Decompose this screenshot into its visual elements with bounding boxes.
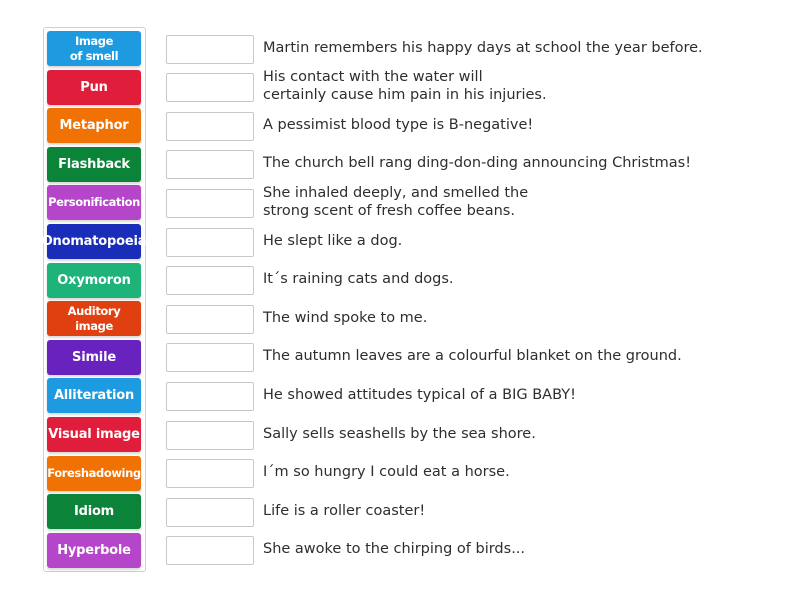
tile-label: Pun xyxy=(80,79,108,95)
drop-box[interactable] xyxy=(166,73,254,103)
tile-label: Alliteration xyxy=(53,388,135,404)
clue-text: Sally sells seashells by the sea shore. xyxy=(263,425,536,442)
drop-box[interactable] xyxy=(166,497,254,527)
tile-label: Flashback xyxy=(58,156,130,172)
drop-box[interactable] xyxy=(166,111,254,141)
clue-text: It´s raining cats and dogs. xyxy=(263,271,454,288)
clue-text: She inhaled deeply, and smelled the stro… xyxy=(263,184,529,219)
answer-tile[interactable]: Foreshadowing xyxy=(47,455,141,491)
drop-box[interactable] xyxy=(166,150,254,180)
answer-tile[interactable]: Auditory image xyxy=(47,301,141,337)
tile-label: Personification xyxy=(48,195,140,210)
tile-label: Idiom xyxy=(73,504,115,520)
tile-label: Simile xyxy=(72,349,116,365)
answer-tile[interactable]: Idiom xyxy=(47,494,141,530)
tile-label: Image of smell xyxy=(69,33,119,63)
clue-text: Life is a roller coaster! xyxy=(263,502,426,519)
answer-tile[interactable]: Oxymoron xyxy=(47,262,141,298)
drop-box[interactable] xyxy=(166,459,254,489)
tile-label: Onomatopoeia xyxy=(41,234,147,249)
drop-box[interactable] xyxy=(166,34,254,64)
drop-box[interactable] xyxy=(166,304,254,334)
answer-tile[interactable]: Hyperbole xyxy=(47,532,141,568)
clue-text: The autumn leaves are a colourful blanke… xyxy=(263,348,682,365)
drop-box[interactable] xyxy=(166,343,254,373)
tile-label: Oxymoron xyxy=(57,272,131,288)
answer-tile[interactable]: Visual image xyxy=(47,417,141,452)
clue-text: She awoke to the chirping of birds... xyxy=(263,541,526,558)
clue-text: I´m so hungry I could eat a horse. xyxy=(263,464,510,481)
drop-box[interactable] xyxy=(166,381,254,411)
clue-text: His contact with the water will certainl… xyxy=(263,69,547,104)
answer-tile[interactable]: Onomatopoeia xyxy=(42,224,146,259)
drop-box[interactable] xyxy=(166,420,254,450)
tile-label: Visual image xyxy=(48,427,140,442)
drop-box[interactable] xyxy=(166,227,254,257)
clue-text: The church bell rang ding-don-ding annou… xyxy=(263,155,692,172)
clue-text: A pessimist blood type is B-negative! xyxy=(263,116,534,133)
answer-tile[interactable]: Flashback xyxy=(47,146,141,182)
drop-box[interactable] xyxy=(166,536,254,566)
drop-box[interactable] xyxy=(166,266,254,296)
answer-tile[interactable]: Simile xyxy=(47,339,141,375)
clue-text: He showed attitudes typical of a BIG BAB… xyxy=(263,386,576,403)
answer-tile[interactable]: Image of smell xyxy=(47,31,141,66)
answer-tray xyxy=(43,27,146,572)
answer-tile[interactable]: Personification xyxy=(47,185,141,221)
tile-label: Hyperbole xyxy=(57,542,131,558)
tile-label: Foreshadowing xyxy=(47,465,141,480)
tile-label: Metaphor xyxy=(59,118,129,134)
drop-box[interactable] xyxy=(166,188,254,218)
clue-text: He slept like a dog. xyxy=(263,232,403,249)
clue-text: Martin remembers his happy days at schoo… xyxy=(263,39,703,56)
answer-tile[interactable]: Metaphor xyxy=(47,108,141,144)
answer-tile[interactable]: Alliteration xyxy=(47,378,141,414)
tile-label: Auditory image xyxy=(67,303,121,333)
answer-tile[interactable]: Pun xyxy=(47,69,141,105)
clue-text: The wind spoke to me. xyxy=(263,309,428,326)
